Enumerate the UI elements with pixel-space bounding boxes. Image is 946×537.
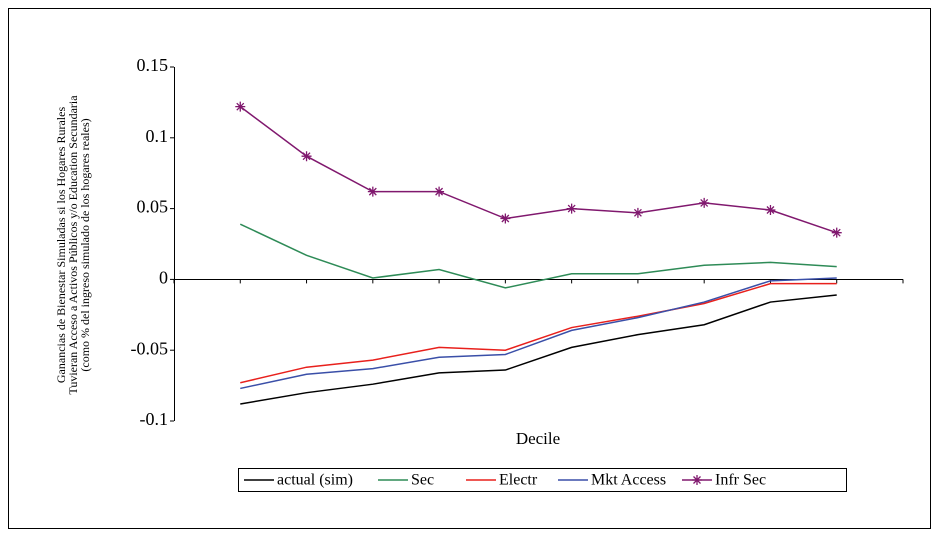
marker: [367, 186, 378, 197]
marker: [699, 197, 710, 208]
y-tick-label: -0.05: [131, 338, 169, 358]
legend-label: Electr: [499, 472, 538, 489]
legend-label: Infr Sec: [715, 472, 766, 489]
y-axis-label: Tuvieran Acceso a Activos Públicos y/o E…: [66, 95, 80, 395]
series-line: [239, 106, 837, 234]
legend-label: actual (sim): [277, 472, 353, 489]
marker: [500, 213, 511, 224]
y-axis-label: (como % del ingreso simulado de los hoga…: [78, 118, 92, 371]
y-tick-label: -0.1: [140, 409, 169, 429]
marker: [566, 203, 577, 214]
legend-label: Mkt Access: [591, 472, 666, 489]
series-line: [240, 282, 837, 384]
series-line: [240, 294, 837, 405]
marker: [434, 186, 445, 197]
y-axis-label: Ganancias de Bienestar Simuladas si los …: [54, 107, 68, 384]
marker: [632, 207, 643, 218]
marker: [301, 151, 312, 162]
y-tick-label: 0: [159, 268, 168, 288]
marker: [831, 227, 842, 238]
series-line: [240, 277, 837, 390]
frame: [8, 8, 931, 529]
y-tick-label: 0.15: [137, 55, 169, 75]
legend-box: [238, 468, 847, 492]
y-tick-label: 0.05: [137, 197, 169, 217]
legend-marker: [692, 475, 702, 485]
series-line: [239, 223, 837, 289]
y-tick-label: 0.1: [146, 126, 169, 146]
marker: [765, 205, 776, 216]
x-axis-label: Decile: [516, 429, 560, 448]
legend-label: Sec: [411, 472, 434, 489]
marker: [235, 101, 246, 112]
